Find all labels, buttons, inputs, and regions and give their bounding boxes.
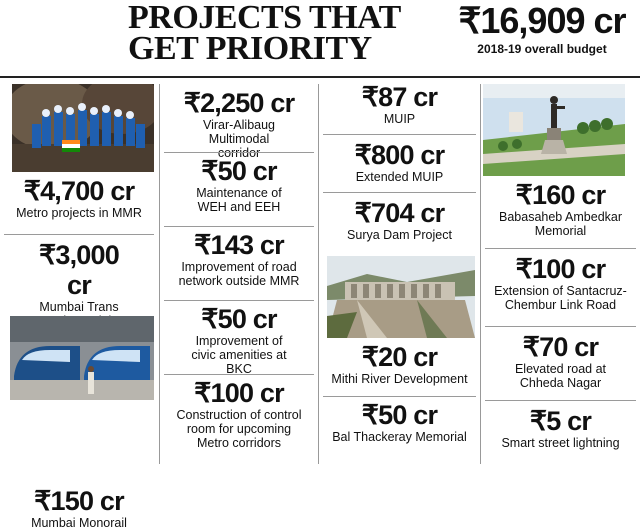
project-amount: ₹87 cr bbox=[361, 82, 438, 112]
project-label: Improvement of road network outside MMR bbox=[178, 260, 300, 288]
project-amount: ₹4,700 cr bbox=[23, 176, 135, 206]
header-divider bbox=[0, 76, 640, 78]
column-4: ₹160 cr Babasaheb Ambedkar Memorial ₹100… bbox=[481, 80, 640, 468]
project-label: Elevated road at Chheda Nagar bbox=[514, 362, 607, 390]
title-line-1: PROJECTS THAT bbox=[128, 0, 401, 36]
row-divider bbox=[164, 226, 314, 227]
project-amount: ₹2,250 cr bbox=[183, 88, 295, 118]
row-divider bbox=[323, 396, 476, 397]
row-divider bbox=[485, 248, 636, 249]
page-title: PROJECTS THAT GET PRIORITY bbox=[128, 0, 428, 67]
project-road-network: ₹143 cr Improvement of road network outs… bbox=[160, 230, 318, 288]
memorial-photo bbox=[483, 84, 625, 176]
project-label: Metro projects in MMR bbox=[16, 206, 142, 220]
project-amount: ₹800 cr bbox=[354, 140, 445, 170]
project-label: Bal Thackeray Memorial bbox=[332, 430, 467, 444]
title-line-2: GET PRIORITY bbox=[128, 30, 372, 67]
budget-block: ₹16,909 cr 2018-19 overall budget bbox=[446, 0, 638, 56]
project-label: Smart street lightning bbox=[501, 436, 620, 450]
project-label: Maintenance of WEH and EEH bbox=[196, 186, 282, 214]
project-mithi-river: ₹20 cr Mithi River Development bbox=[319, 342, 480, 386]
project-metro-mmr: ₹4,700 cr Metro projects in MMR bbox=[0, 176, 158, 220]
row-divider bbox=[4, 234, 154, 235]
project-amount: ₹50 cr bbox=[201, 304, 277, 334]
column-divider bbox=[318, 84, 319, 464]
column-divider bbox=[480, 84, 481, 464]
project-label: MUIP bbox=[383, 112, 416, 126]
project-virar-alibaug: ₹2,250 cr Virar-Alibaug Multimodal corri… bbox=[160, 88, 318, 160]
budget-amount: ₹16,909 cr bbox=[458, 0, 626, 41]
project-scl-road: ₹100 cr Extension of Santacruz-Chembur L… bbox=[481, 254, 640, 312]
project-amount: ₹3,000 cr bbox=[39, 240, 120, 300]
column-3: ₹87 cr MUIP ₹800 cr Extended MUIP ₹704 c… bbox=[319, 80, 480, 468]
project-label: Improvement of civic amenities at BKC bbox=[191, 334, 287, 376]
project-amount: ₹20 cr bbox=[361, 342, 438, 372]
project-street-lighting: ₹5 cr Smart street lightning bbox=[481, 406, 640, 450]
column-2: ₹2,250 cr Virar-Alibaug Multimodal corri… bbox=[160, 80, 318, 468]
project-amount: ₹50 cr bbox=[201, 156, 277, 186]
project-control-room: ₹100 cr Construction of control room for… bbox=[160, 378, 318, 450]
project-bkc: ₹50 cr Improvement of civic amenities at… bbox=[160, 304, 318, 376]
project-extended-muip: ₹800 cr Extended MUIP bbox=[319, 140, 480, 184]
project-amount: ₹160 cr bbox=[515, 180, 606, 210]
project-amount: ₹70 cr bbox=[522, 332, 599, 362]
column-divider bbox=[159, 84, 160, 464]
project-surya-dam: ₹704 cr Surya Dam Project bbox=[319, 198, 480, 242]
monorail-photo bbox=[10, 316, 154, 400]
row-divider bbox=[323, 192, 476, 193]
project-amount: ₹704 cr bbox=[354, 198, 445, 228]
project-weh-eeh: ₹50 cr Maintenance of WEH and EEH bbox=[160, 156, 318, 214]
project-label: Surya Dam Project bbox=[347, 228, 452, 242]
row-divider bbox=[485, 400, 636, 401]
project-label: Extended MUIP bbox=[355, 170, 444, 184]
project-bal-thackeray: ₹50 cr Bal Thackeray Memorial bbox=[319, 400, 480, 444]
project-monorail: ₹150 cr Mumbai Monorail bbox=[0, 486, 158, 530]
project-amount: ₹100 cr bbox=[194, 378, 284, 408]
row-divider bbox=[164, 152, 314, 153]
project-label: Extension of Santacruz-Chembur Link Road bbox=[494, 284, 627, 312]
project-label: Construction of control room for upcomin… bbox=[176, 408, 302, 450]
project-chheda-nagar: ₹70 cr Elevated road at Chheda Nagar bbox=[481, 332, 640, 390]
project-amount: ₹150 cr bbox=[34, 486, 124, 516]
row-divider bbox=[485, 326, 636, 327]
project-amount: ₹50 cr bbox=[361, 400, 438, 430]
project-amount: ₹143 cr bbox=[194, 230, 284, 260]
budget-label: 2018-19 overall budget bbox=[477, 42, 607, 56]
metro-workers-photo bbox=[12, 84, 154, 172]
project-muip: ₹87 cr MUIP bbox=[319, 82, 480, 126]
project-label: Mithi River Development bbox=[331, 372, 468, 386]
project-ambedkar-memorial: ₹160 cr Babasaheb Ambedkar Memorial bbox=[481, 180, 640, 238]
project-label: Virar-Alibaug Multimodal corridor bbox=[202, 118, 276, 160]
row-divider bbox=[164, 300, 314, 301]
row-divider bbox=[164, 374, 314, 375]
row-divider bbox=[323, 134, 476, 135]
column-1: ₹4,700 cr Metro projects in MMR ₹3,000 c… bbox=[0, 80, 158, 530]
project-amount: ₹5 cr bbox=[529, 406, 592, 436]
dam-photo bbox=[327, 256, 475, 338]
project-label: Mumbai Monorail bbox=[31, 516, 127, 530]
project-mthl: ₹3,000 cr Mumbai Trans Harbour Link bbox=[24, 240, 134, 328]
project-amount: ₹100 cr bbox=[515, 254, 606, 284]
project-label: Babasaheb Ambedkar Memorial bbox=[499, 210, 623, 238]
